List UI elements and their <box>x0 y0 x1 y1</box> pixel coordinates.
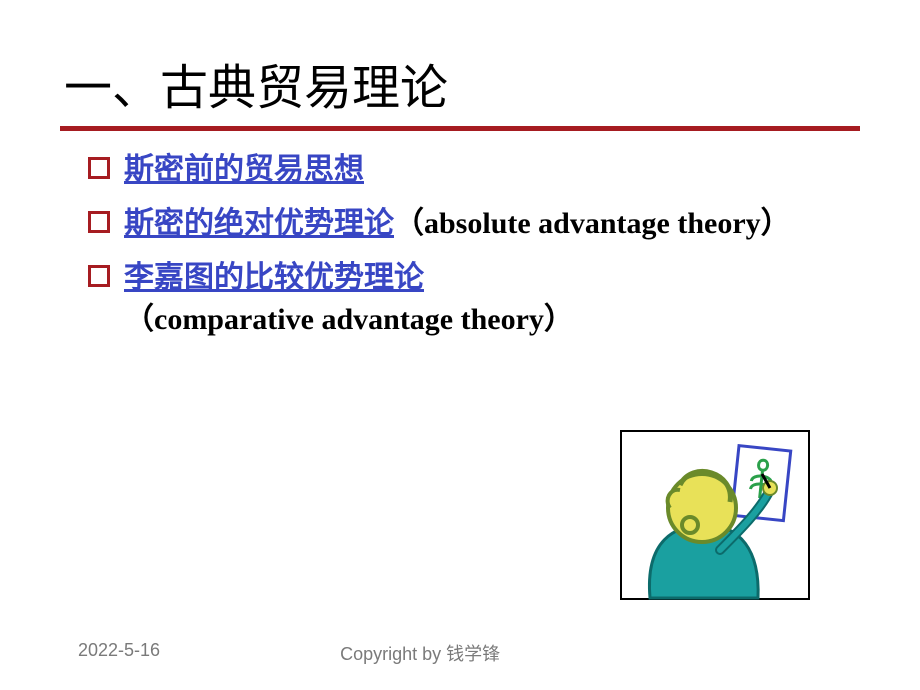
bullet-link[interactable]: 斯密前的贸易思想 <box>124 153 364 186</box>
bullet-square-icon <box>88 157 110 179</box>
list-item: 斯密前的贸易思想 <box>88 149 860 191</box>
bullet-paren: （comparative advantage theory） <box>124 303 574 336</box>
clipart-image <box>620 430 810 600</box>
footer: 2022-5-16 Copyright by 钱学锋 <box>0 640 920 666</box>
title-underline <box>60 126 860 131</box>
bullet-link[interactable]: 李嘉图的比较优势理论 <box>124 261 424 294</box>
list-item: 李嘉图的比较优势理论 （comparative advantage theory） <box>88 257 860 341</box>
list-item: 斯密的绝对优势理论（absolute advantage theory） <box>88 203 860 245</box>
bullet-text: 斯密的绝对优势理论（absolute advantage theory） <box>124 203 791 245</box>
slide: 一、古典贸易理论 斯密前的贸易思想 斯密的绝对优势理论（absolute adv… <box>0 0 920 690</box>
bullet-paren: （absolute advantage theory） <box>394 207 791 240</box>
footer-copyright: Copyright by 钱学锋 <box>160 640 500 666</box>
page-title: 一、古典贸易理论 <box>60 48 860 118</box>
bullet-text: 斯密前的贸易思想 <box>124 149 364 191</box>
footer-date: 2022-5-16 <box>0 640 160 666</box>
bullet-square-icon <box>88 211 110 233</box>
bullet-link[interactable]: 斯密的绝对优势理论 <box>124 207 394 240</box>
bullet-square-icon <box>88 265 110 287</box>
bullet-list: 斯密前的贸易思想 斯密的绝对优势理论（absolute advantage th… <box>60 149 860 341</box>
bullet-text: 李嘉图的比较优势理论 （comparative advantage theory） <box>124 257 860 341</box>
